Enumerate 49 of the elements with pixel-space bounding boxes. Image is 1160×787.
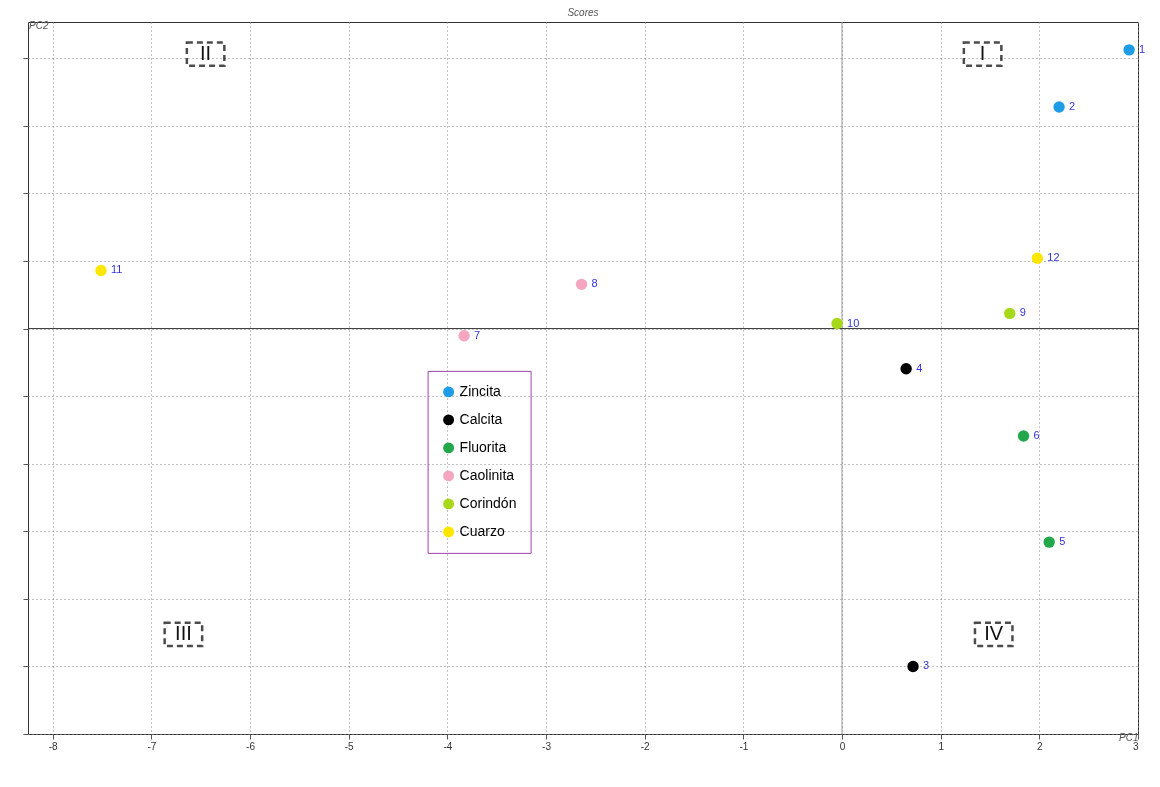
legend-label: Cuarzo [459, 522, 505, 539]
point [1031, 252, 1044, 265]
annotation: III [175, 622, 192, 645]
chart-title: Scores [567, 7, 599, 18]
annotation: II [200, 42, 212, 65]
annotation: 9 [1019, 306, 1026, 319]
point [1123, 44, 1135, 56]
point [458, 330, 470, 342]
annotation: 8 [591, 277, 598, 290]
x-tick-label: 3 [1132, 740, 1139, 752]
annotation: 12 [1047, 251, 1060, 264]
point [1053, 101, 1065, 113]
legend-label: Caolinita [459, 466, 515, 483]
annotation: I [979, 42, 986, 65]
annotation: 3 [923, 659, 930, 672]
x-tick-label: 0 [839, 740, 846, 752]
x-axis-title: PC1 [1119, 731, 1139, 743]
annotation: 1 [1139, 42, 1146, 55]
point [1043, 536, 1055, 548]
annotation: 4 [916, 361, 923, 374]
x-tick-label: -3 [542, 740, 552, 752]
annotation: 11 [111, 263, 123, 276]
annotation: 6 [1033, 429, 1040, 442]
point [907, 660, 919, 673]
x-tick-label: 1 [938, 740, 945, 752]
legend-label: Zincita [459, 382, 502, 399]
x-tick-label: -6 [246, 740, 256, 752]
annotation: 7 [474, 328, 481, 341]
x-tick-label: -7 [147, 740, 157, 752]
annotation: 5 [1059, 535, 1066, 548]
annotation: 10 [847, 316, 860, 329]
x-tick-label: 2 [1037, 740, 1044, 752]
point [95, 264, 107, 277]
legend-label: Calcita [459, 410, 503, 427]
x-tick-label: -2 [640, 740, 651, 752]
y-axis-title: PC2 [29, 19, 49, 31]
x-tick-label: -8 [48, 740, 59, 752]
point [1004, 307, 1016, 320]
x-tick-label: -1 [739, 740, 749, 752]
legend-label: Corindón [459, 494, 517, 511]
point [575, 278, 588, 291]
x-tick-label: -5 [344, 740, 355, 752]
point [831, 317, 843, 330]
point [900, 363, 912, 375]
annotation: 2 [1069, 99, 1076, 112]
legend-label: Fluorita [459, 438, 507, 455]
x-tick-label: -4 [443, 740, 453, 752]
point [1017, 430, 1030, 442]
annotation: IV [984, 622, 1004, 645]
